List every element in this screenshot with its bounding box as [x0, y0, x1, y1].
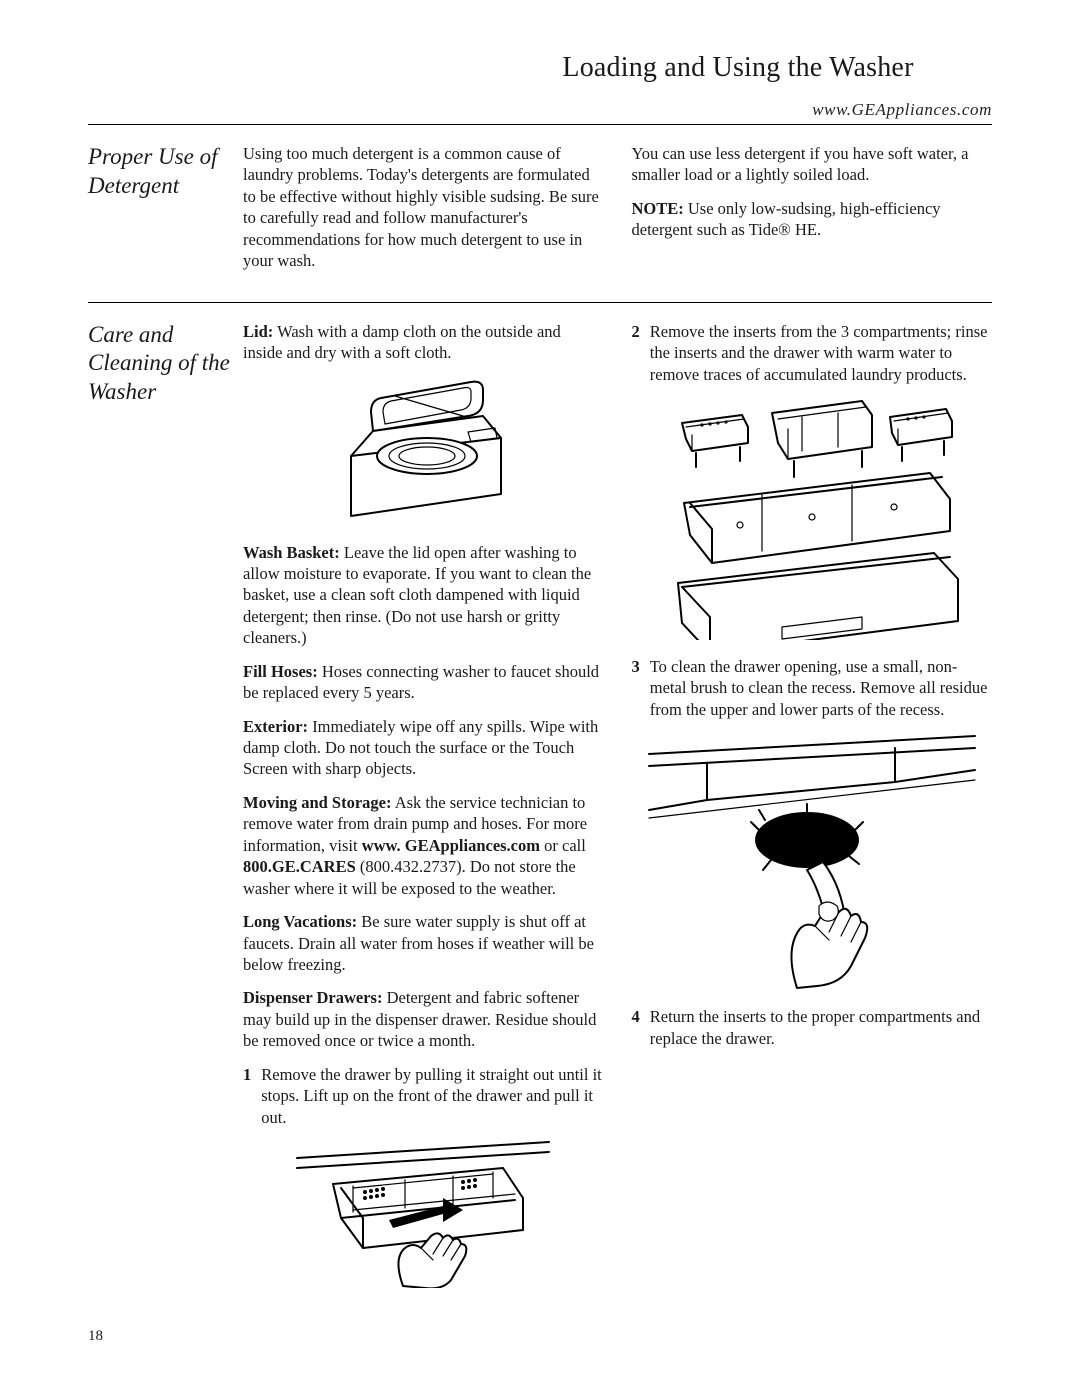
section-care: Care and Cleaning of the Washer Lid: Was… [88, 303, 992, 1322]
lid-text: Wash with a damp cloth on the outside an… [243, 322, 561, 362]
moving-phone: 800.GE.CARES [243, 857, 356, 876]
brush-clean-illustration [647, 730, 977, 990]
step-3-text: To clean the drawer opening, use a small… [650, 656, 992, 720]
step-4-text: Return the inserts to the proper compart… [650, 1006, 992, 1049]
detergent-col1: Using too much detergent is a common cau… [243, 143, 604, 284]
exterior-para: Exterior: Immediately wipe off any spill… [243, 716, 604, 780]
heading-detergent: Proper Use of Detergent [88, 143, 243, 284]
moving-label: Moving and Storage: [243, 793, 392, 812]
dispenser-para: Dispenser Drawers: Detergent and fabric … [243, 987, 604, 1051]
manual-page: Loading and Using the Washer www.GEAppli… [88, 52, 992, 1322]
care-col1: Lid: Wash with a damp cloth on the outsi… [243, 321, 604, 1304]
vacations-label: Long Vacations: [243, 912, 357, 931]
heading-care: Care and Cleaning of the Washer [88, 321, 243, 1304]
lid-para: Lid: Wash with a damp cloth on the outsi… [243, 321, 604, 364]
note-label: NOTE: [632, 199, 684, 218]
detergent-p1: Using too much detergent is a common cau… [243, 143, 604, 272]
page-number: 18 [88, 1328, 103, 1345]
step-2-num: 2 [632, 321, 640, 385]
detergent-col2: You can use less detergent if you have s… [632, 143, 993, 284]
basket-label: Wash Basket: [243, 543, 340, 562]
step-4-num: 4 [632, 1006, 640, 1049]
washer-open-illustration [333, 376, 513, 526]
website-url: www.GEAppliances.com [88, 100, 992, 120]
section-detergent: Proper Use of Detergent Using too much d… [88, 125, 992, 303]
step-1-text: Remove the drawer by pulling it straight… [261, 1064, 603, 1128]
step-2: 2 Remove the inserts from the 3 compartm… [632, 321, 993, 385]
detergent-p2: You can use less detergent if you have s… [632, 143, 993, 186]
step-2-text: Remove the inserts from the 3 compartmen… [650, 321, 992, 385]
moving-para: Moving and Storage: Ask the service tech… [243, 792, 604, 899]
detergent-body: Using too much detergent is a common cau… [243, 143, 992, 284]
moving-site: www. GEAppliances.com [362, 836, 540, 855]
hoses-label: Fill Hoses: [243, 662, 318, 681]
care-body: Lid: Wash with a damp cloth on the outsi… [243, 321, 992, 1304]
basket-para: Wash Basket: Leave the lid open after wa… [243, 542, 604, 649]
drawer-parts-illustration [662, 395, 962, 640]
vacations-para: Long Vacations: Be sure water supply is … [243, 911, 604, 975]
drawer-pull-illustration [293, 1138, 553, 1288]
detergent-note: NOTE: Use only low-sudsing, high-efficie… [632, 198, 993, 241]
moving-or: or call [540, 836, 586, 855]
dispenser-label: Dispenser Drawers: [243, 988, 382, 1007]
page-title: Loading and Using the Washer [488, 52, 988, 84]
lid-label: Lid: [243, 322, 273, 341]
hoses-para: Fill Hoses: Hoses connecting washer to f… [243, 661, 604, 704]
step-1-num: 1 [243, 1064, 251, 1128]
care-col2: 2 Remove the inserts from the 3 compartm… [632, 321, 993, 1304]
step-4: 4 Return the inserts to the proper compa… [632, 1006, 993, 1049]
step-1: 1 Remove the drawer by pulling it straig… [243, 1064, 604, 1128]
step-3-num: 3 [632, 656, 640, 720]
exterior-label: Exterior: [243, 717, 308, 736]
step-3: 3 To clean the drawer opening, use a sma… [632, 656, 993, 720]
